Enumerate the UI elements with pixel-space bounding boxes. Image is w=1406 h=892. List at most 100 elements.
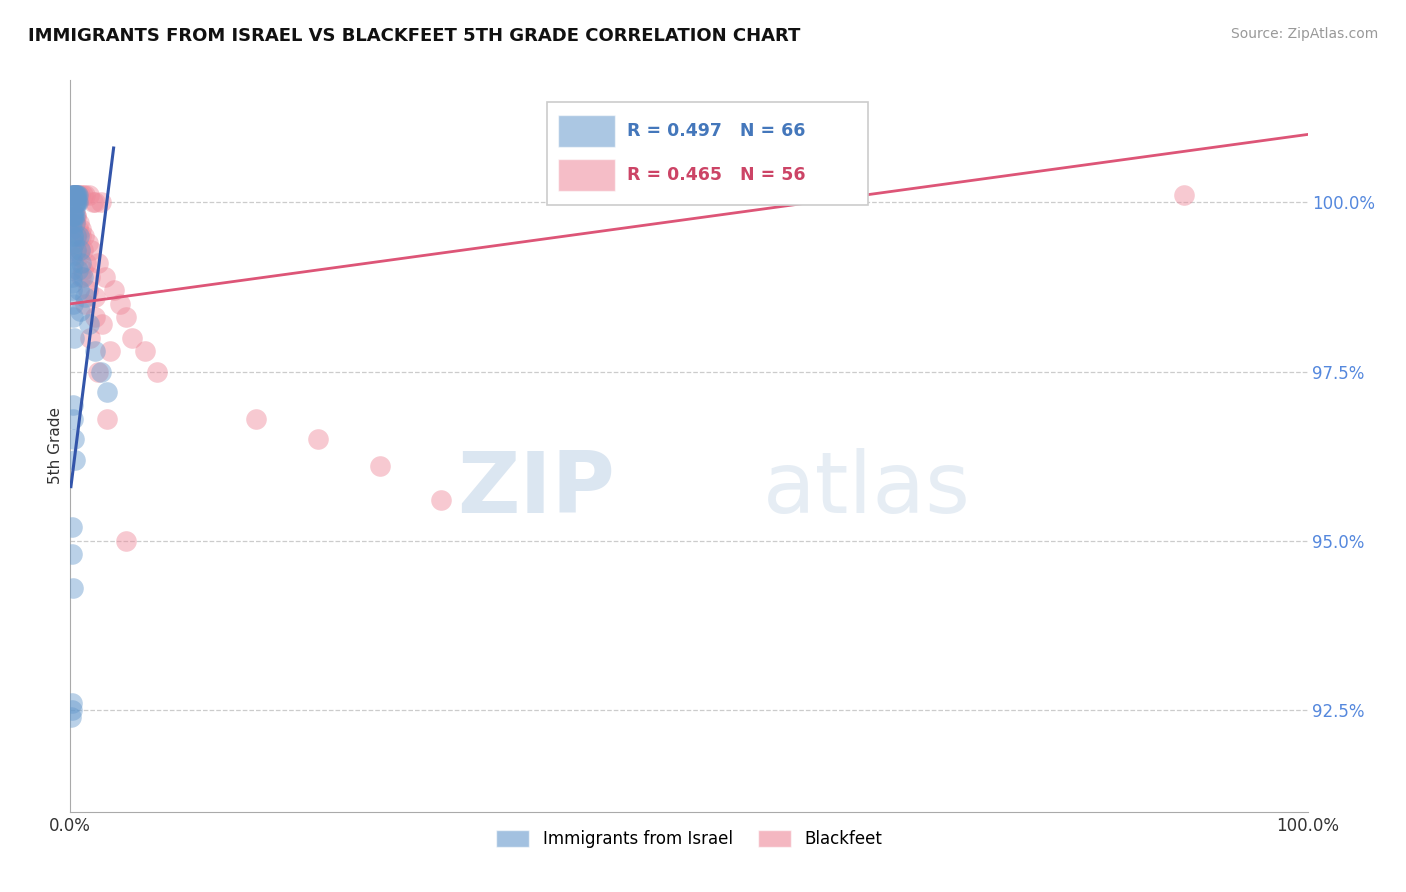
Point [73, 229, 96, 244]
Point [60, 243, 83, 257]
Point [60, 283, 83, 297]
Point [63, 202, 86, 216]
Point [82, 195, 104, 210]
Point [84, 290, 107, 304]
Point [66, 188, 89, 202]
Point [134, 344, 156, 359]
Point [66, 188, 89, 202]
Point [98, 344, 121, 359]
Point [146, 364, 169, 378]
Point [115, 533, 138, 548]
Point [66, 229, 89, 244]
Point [65, 229, 87, 244]
Point [96, 384, 118, 399]
Point [60, 269, 83, 284]
Point [75, 297, 97, 311]
FancyBboxPatch shape [547, 103, 869, 204]
Point [63, 195, 86, 210]
Point [84, 195, 107, 210]
Point [65, 215, 87, 229]
Point [63, 235, 86, 250]
Point [63, 188, 86, 202]
Point [72, 243, 94, 257]
Point [67, 215, 90, 229]
Point [65, 195, 87, 210]
Point [69, 303, 91, 318]
Point [63, 195, 86, 210]
Point [60, 188, 83, 202]
Point [63, 432, 86, 446]
Point [245, 412, 267, 426]
Point [63, 215, 86, 229]
Text: atlas: atlas [763, 449, 972, 532]
Point [65, 195, 87, 210]
Point [307, 432, 329, 446]
Point [62, 209, 84, 223]
Point [67, 222, 90, 236]
Point [103, 283, 125, 297]
Text: R = 0.497   N = 66: R = 0.497 N = 66 [627, 121, 806, 140]
Point [96, 412, 118, 426]
Point [79, 269, 101, 284]
Point [62, 209, 84, 223]
Point [90, 195, 112, 210]
Point [62, 195, 84, 210]
Y-axis label: 5th Grade: 5th Grade [48, 408, 63, 484]
Point [66, 263, 89, 277]
Point [65, 195, 87, 210]
Point [62, 202, 84, 216]
Point [65, 229, 87, 244]
Point [90, 364, 112, 378]
Point [60, 277, 83, 291]
Point [72, 263, 94, 277]
Point [60, 222, 83, 236]
FancyBboxPatch shape [558, 159, 614, 191]
Point [63, 209, 86, 223]
Point [75, 188, 97, 202]
Point [60, 249, 83, 263]
Point [65, 188, 87, 202]
Point [67, 229, 90, 244]
Point [66, 195, 89, 210]
Point [72, 269, 94, 284]
Point [75, 256, 97, 270]
Point [69, 243, 91, 257]
Point [62, 412, 84, 426]
Point [60, 202, 83, 216]
Text: Source: ZipAtlas.com: Source: ZipAtlas.com [1230, 27, 1378, 41]
Point [60, 520, 83, 534]
Point [86, 364, 108, 378]
Point [86, 256, 108, 270]
Point [76, 235, 98, 250]
Point [60, 215, 83, 229]
Text: R = 0.465   N = 56: R = 0.465 N = 56 [627, 166, 806, 184]
Point [62, 188, 84, 202]
Point [77, 188, 100, 202]
Point [65, 188, 87, 202]
Point [75, 290, 97, 304]
Point [84, 310, 107, 325]
Point [67, 249, 90, 263]
Point [67, 283, 90, 297]
Point [62, 256, 84, 270]
Point [1173, 188, 1195, 202]
Point [63, 188, 86, 202]
Point [70, 256, 93, 270]
Point [62, 310, 84, 325]
Point [60, 703, 83, 717]
Point [62, 331, 84, 345]
Point [62, 229, 84, 244]
Point [108, 297, 131, 311]
Point [65, 209, 87, 223]
Point [65, 188, 87, 202]
Point [65, 243, 87, 257]
Point [65, 188, 87, 202]
Point [66, 195, 89, 210]
Point [60, 195, 83, 210]
Point [62, 195, 84, 210]
Point [121, 331, 143, 345]
Point [80, 243, 103, 257]
Point [72, 188, 94, 202]
Point [430, 493, 453, 508]
Point [63, 202, 86, 216]
